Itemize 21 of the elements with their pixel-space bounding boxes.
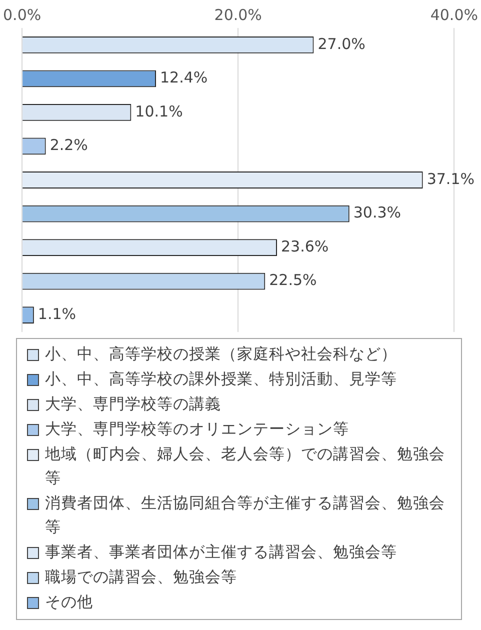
legend-label: 職場での講習会、勉強会等 xyxy=(45,567,237,588)
legend-label: 事業者、事業者団体が主催する講習会、勉強会等 xyxy=(45,542,397,563)
legend-label: 大学、専門学校等の講義 xyxy=(45,394,221,415)
data-label: 30.3% xyxy=(353,204,402,222)
legend-label: 大学、専門学校等のオリエンテーション等 xyxy=(45,419,349,440)
legend-label: 小、中、高等学校の課外授業、特別活動、見学等 xyxy=(45,369,397,390)
data-label: 22.5% xyxy=(269,271,317,290)
legend-label: 地域（町内会、婦人会、老人会等）での講習会、勉強会等 xyxy=(45,444,446,489)
legend-label: 小、中、高等学校の授業（家庭科や社会科など） xyxy=(45,344,397,365)
data-label: 37.1% xyxy=(426,170,474,188)
data-label: 12.4% xyxy=(160,68,208,87)
data-label: 23.6% xyxy=(281,237,329,256)
data-label: 10.1% xyxy=(135,102,183,120)
legend-label: 消費者団体、生活協同組合等が主催する講習会、勉強会等 xyxy=(45,493,446,538)
data-label: 27.0% xyxy=(318,34,366,53)
data-label: 1.1% xyxy=(38,305,76,323)
x-tick-label: 20.0% xyxy=(214,6,262,24)
x-tick-label: 40.0% xyxy=(430,6,478,24)
legend-label: その他 xyxy=(45,592,93,613)
x-tick-label: 0.0% xyxy=(3,6,42,24)
data-label: 2.2% xyxy=(50,136,88,154)
